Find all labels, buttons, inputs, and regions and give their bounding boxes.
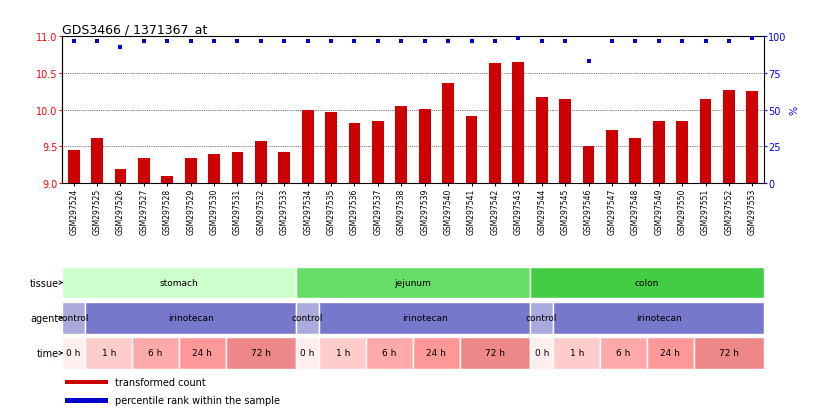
Text: 0 h: 0 h [301, 349, 315, 358]
Bar [512, 63, 525, 184]
Text: jejunum: jejunum [395, 278, 431, 287]
Bar [231, 152, 244, 184]
Text: 72 h: 72 h [485, 349, 505, 358]
Bar [225, 337, 296, 369]
Bar [366, 337, 413, 369]
Bar [747, 92, 758, 184]
Bar [694, 337, 764, 369]
Text: control: control [58, 313, 89, 323]
Bar [413, 337, 460, 369]
Text: 0 h: 0 h [66, 349, 81, 358]
Bar [132, 337, 179, 369]
Bar [442, 83, 454, 184]
Bar [208, 154, 220, 184]
Text: 24 h: 24 h [192, 349, 212, 358]
Bar [85, 337, 132, 369]
Bar [62, 267, 296, 299]
Text: stomach: stomach [159, 278, 198, 287]
Bar [91, 139, 103, 184]
Bar [582, 147, 595, 184]
Text: agent: agent [31, 313, 59, 323]
Bar [647, 337, 694, 369]
Bar [296, 267, 530, 299]
Text: 6 h: 6 h [149, 349, 163, 358]
Bar [325, 113, 337, 184]
Bar [62, 337, 85, 369]
Bar [489, 64, 501, 184]
Bar [62, 302, 85, 334]
Bar [460, 337, 530, 369]
Bar [185, 158, 197, 184]
Bar [65, 399, 107, 403]
Text: transformed count: transformed count [115, 377, 206, 387]
Bar [278, 153, 290, 184]
Text: 6 h: 6 h [382, 349, 396, 358]
Text: 24 h: 24 h [426, 349, 446, 358]
Text: 0 h: 0 h [534, 349, 549, 358]
Bar [653, 121, 665, 184]
Text: 1 h: 1 h [335, 349, 350, 358]
Bar [179, 337, 225, 369]
Bar [296, 302, 320, 334]
Bar [700, 100, 711, 184]
Bar [606, 130, 618, 184]
Text: control: control [292, 313, 324, 323]
Bar [536, 97, 548, 184]
Text: irinotecan: irinotecan [636, 313, 681, 323]
Text: GDS3466 / 1371367_at: GDS3466 / 1371367_at [62, 23, 207, 36]
Text: tissue: tissue [29, 278, 59, 288]
Bar [68, 151, 79, 184]
Bar [419, 110, 430, 184]
Text: colon: colon [635, 278, 659, 287]
Text: 72 h: 72 h [719, 349, 739, 358]
Bar [676, 121, 688, 184]
Y-axis label: %: % [790, 106, 800, 115]
Text: 72 h: 72 h [251, 349, 271, 358]
Text: 6 h: 6 h [616, 349, 631, 358]
Text: irinotecan: irinotecan [401, 313, 448, 323]
Bar [161, 176, 173, 184]
Bar [372, 121, 384, 184]
Text: irinotecan: irinotecan [168, 313, 214, 323]
Bar [320, 302, 530, 334]
Bar [723, 91, 735, 184]
Bar [601, 337, 647, 369]
Bar [530, 337, 553, 369]
Bar [530, 302, 553, 334]
Bar [85, 302, 296, 334]
Bar [530, 267, 764, 299]
Bar [553, 302, 764, 334]
Text: percentile rank within the sample: percentile rank within the sample [115, 395, 280, 405]
Bar [466, 117, 477, 184]
Text: 1 h: 1 h [102, 349, 116, 358]
Bar [349, 123, 360, 184]
Bar [559, 100, 571, 184]
Bar [553, 337, 601, 369]
Bar [396, 107, 407, 184]
Bar [296, 337, 320, 369]
Bar [255, 141, 267, 184]
Text: 24 h: 24 h [661, 349, 681, 358]
Bar [301, 110, 314, 184]
Bar [138, 158, 150, 184]
Bar [115, 169, 126, 184]
Text: time: time [36, 348, 59, 358]
Text: control: control [526, 313, 558, 323]
Text: 1 h: 1 h [570, 349, 584, 358]
Bar [65, 380, 107, 385]
Bar [320, 337, 366, 369]
Bar [629, 138, 641, 184]
